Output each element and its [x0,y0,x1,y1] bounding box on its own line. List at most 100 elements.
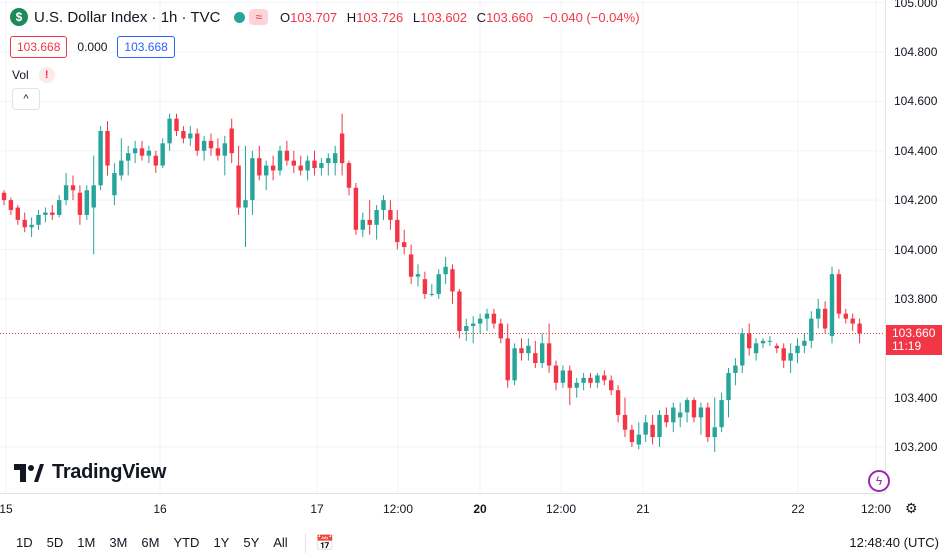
buy-price-box[interactable]: 103.668 [117,36,175,58]
range-3m[interactable]: 3M [109,535,128,550]
candle [477,313,483,334]
candle [457,289,462,339]
candle-body [822,308,828,329]
candle [802,333,807,354]
candle-body [195,133,200,151]
price-tick-label: 104.800 [894,45,938,59]
candle [215,138,221,161]
candle [208,133,214,156]
candle [201,135,207,161]
candle [705,402,710,443]
warning-icon[interactable]: ! [38,67,55,83]
range-all[interactable]: All [273,535,288,550]
candle-body [595,375,600,383]
candle-body [374,210,379,225]
range-1y[interactable]: 1Y [213,535,230,550]
candle-body [126,153,131,161]
collapse-legend-button[interactable]: ^ [12,88,40,110]
candle [850,313,855,331]
candle-body [809,318,814,341]
chart-pane[interactable] [0,0,885,493]
time-axis[interactable]: 15 16 17 12:00 20 12:00 21 22 12:00 [0,493,891,526]
candle [381,195,386,220]
candle-body [774,345,779,349]
candle-body [367,219,372,225]
candle-body [119,160,124,176]
candle-body [29,224,34,228]
candle-body [643,422,648,435]
candle-body [63,185,69,201]
market-status-icon[interactable] [234,11,246,23]
candle-body [712,427,717,438]
symbol-logo-icon: $ [10,8,28,26]
candle [408,244,414,285]
candle-body [512,348,517,381]
candle [319,158,324,176]
candle-body [457,291,462,331]
range-1d[interactable]: 1D [16,535,33,550]
candle [664,407,669,428]
candle [22,212,27,233]
candle [367,200,372,235]
symbol-title[interactable]: U.S. Dollar Index · 1h · TVC [34,8,221,26]
calendar-icon[interactable]: 📅 [315,534,335,552]
range-1m[interactable]: 1M [77,535,96,550]
candle-body [15,207,20,220]
range-6m[interactable]: 6M [141,535,160,550]
candle [284,140,290,166]
price-tick-label: 104.400 [894,143,938,158]
tradingview-logo[interactable]: TradingView [14,461,166,484]
data-delay-icon[interactable]: ≈ [249,9,269,25]
candle-body [188,133,193,139]
candle [643,414,648,443]
candle [809,311,814,349]
candle-body [305,160,310,171]
candle-body [436,274,441,294]
sell-price-box[interactable]: 103.668 [10,36,68,58]
candle-body [50,212,55,215]
utc-clock[interactable]: 12:48:40 (UTC) [849,535,939,550]
candle [650,414,655,445]
range-ytd[interactable]: YTD [173,535,200,550]
candle [533,340,538,368]
candle [519,338,524,361]
candle-body [381,200,386,210]
price-scale[interactable]: 105.000 104.800 104.600 104.400 104.200 104.0… [885,0,949,493]
time-tick-label: 12:00 [545,502,577,516]
candle-body [43,212,48,215]
candle [174,113,179,136]
candle [602,370,607,386]
candle-body [201,140,207,151]
candle-body [36,214,41,225]
candle [229,118,234,164]
candle-body [298,165,303,171]
candle [257,145,262,181]
range-5d[interactable]: 5D [46,535,64,550]
candle-body [333,153,338,164]
candle-body [91,185,96,208]
candle [740,328,745,373]
candle [188,126,193,146]
price-chart[interactable] [0,0,885,493]
candle [1,190,7,206]
candle-body [471,323,476,327]
candle-body [105,131,110,166]
candle-body [208,140,214,149]
range-5y[interactable]: 5Y [243,535,260,550]
candle-body [450,269,455,292]
candle-body [353,187,359,230]
candle [671,402,676,433]
candle-body [422,279,428,294]
candle [816,298,821,329]
flash-icon[interactable]: ϟ [868,470,890,492]
candle-body [760,340,766,344]
volume-legend[interactable]: Vol ! [12,67,55,83]
candle [415,264,421,287]
candle-body [167,118,172,144]
candle [726,368,731,418]
candle [553,360,559,391]
candle [132,140,138,164]
settings-gear-icon[interactable]: ⚙ [905,500,918,516]
candle [753,338,759,361]
candle [195,128,200,156]
